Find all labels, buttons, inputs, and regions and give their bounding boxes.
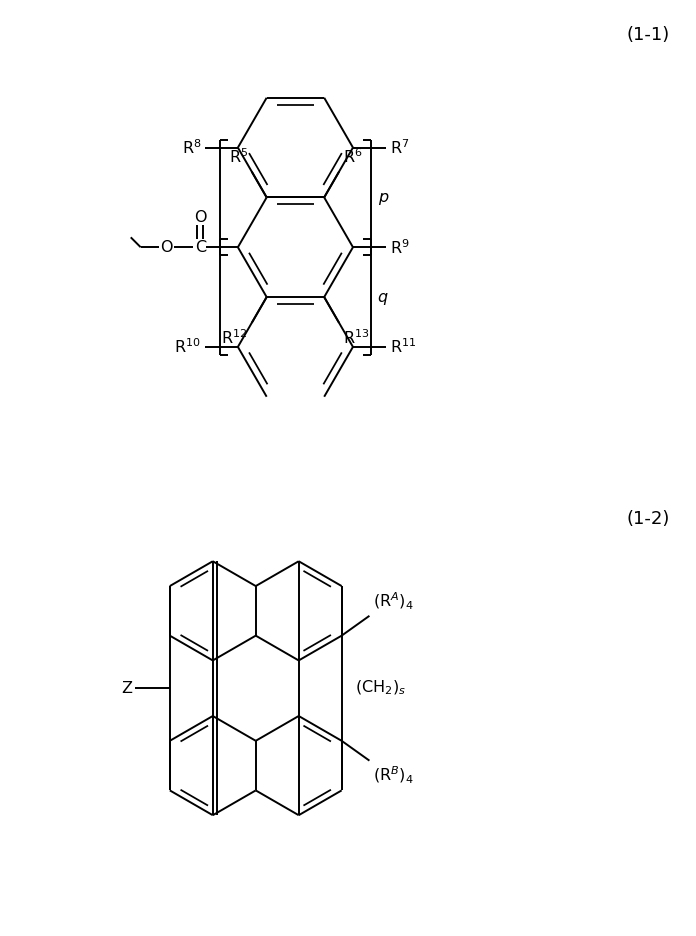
Text: (CH$_2$)$_s$: (CH$_2$)$_s$ <box>354 679 406 697</box>
Text: R$^7$: R$^7$ <box>390 139 409 157</box>
Text: R$^9$: R$^9$ <box>390 238 409 256</box>
Text: C: C <box>195 240 206 255</box>
Text: p: p <box>378 190 388 205</box>
Text: R$^{10}$: R$^{10}$ <box>175 338 201 357</box>
Text: (1-2): (1-2) <box>626 510 670 528</box>
Text: R$^{11}$: R$^{11}$ <box>390 338 416 357</box>
Text: (R$^A$)$_4$: (R$^A$)$_4$ <box>373 591 414 612</box>
Text: O: O <box>160 240 173 255</box>
Text: R$^8$: R$^8$ <box>182 139 201 157</box>
Text: (R$^B$)$_4$: (R$^B$)$_4$ <box>373 765 414 785</box>
Text: R$^5$: R$^5$ <box>228 147 248 166</box>
Text: q: q <box>378 289 388 304</box>
Text: R$^{12}$: R$^{12}$ <box>221 329 248 347</box>
Text: O: O <box>194 210 207 225</box>
Text: Z: Z <box>121 680 132 695</box>
Text: (1-1): (1-1) <box>626 25 670 44</box>
Text: R$^6$: R$^6$ <box>343 147 363 166</box>
Text: R$^{13}$: R$^{13}$ <box>343 329 370 347</box>
